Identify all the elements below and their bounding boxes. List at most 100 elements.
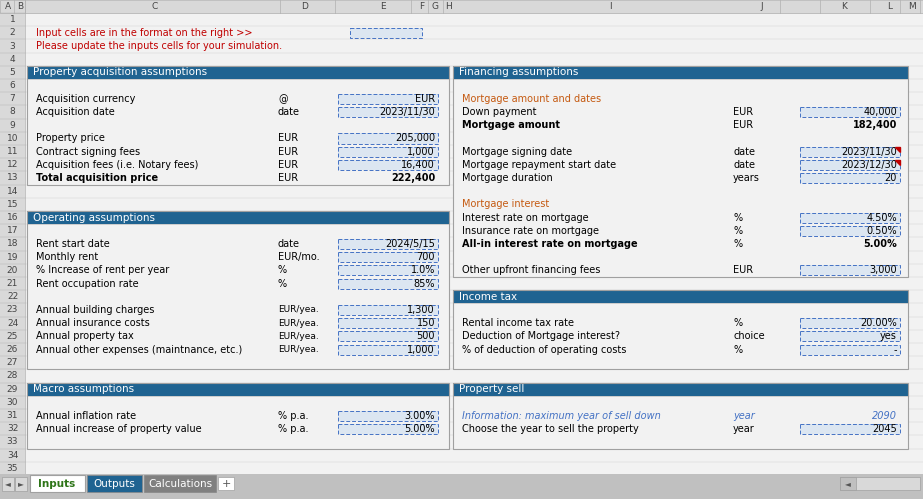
Text: Interest rate on mortgage: Interest rate on mortgage	[462, 213, 589, 223]
Bar	[338, 318, 438, 328]
Bar	[800, 160, 900, 170]
Text: EUR/yea.: EUR/yea.	[278, 345, 318, 354]
Bar	[453, 66, 908, 277]
Text: 1,300: 1,300	[407, 305, 435, 315]
Text: year: year	[733, 424, 755, 434]
Text: Rent occupation rate: Rent occupation rate	[36, 278, 138, 288]
Text: 7: 7	[9, 94, 16, 103]
Bar	[338, 265, 438, 275]
Text: Property price: Property price	[36, 133, 105, 143]
Bar	[800, 424, 900, 434]
Text: Acquisition currency: Acquisition currency	[36, 94, 136, 104]
Bar	[338, 107, 438, 117]
Text: EUR: EUR	[414, 94, 435, 104]
Text: B: B	[17, 2, 23, 11]
Bar	[800, 331, 900, 341]
Text: Property acquisition assumptions: Property acquisition assumptions	[33, 67, 207, 77]
Text: Inputs: Inputs	[39, 479, 76, 489]
Text: % Increase of rent per year: % Increase of rent per year	[36, 265, 169, 275]
Bar	[27, 211, 449, 224]
Text: 182,400: 182,400	[853, 120, 897, 130]
Text: %: %	[733, 239, 742, 249]
Bar	[144, 475, 216, 492]
Text: Mortgage amount: Mortgage amount	[462, 120, 560, 130]
Text: E: E	[380, 2, 386, 11]
Text: 6: 6	[9, 81, 16, 90]
Text: 11: 11	[6, 147, 18, 156]
Polygon shape	[895, 160, 900, 165]
Text: EUR: EUR	[278, 173, 298, 183]
Bar	[800, 147, 900, 157]
Text: EUR: EUR	[278, 133, 298, 143]
Bar	[453, 66, 908, 79]
Text: D: D	[302, 2, 308, 11]
Text: 14: 14	[6, 187, 18, 196]
Text: Annual building charges: Annual building charges	[36, 305, 154, 315]
Bar	[453, 290, 908, 303]
Text: 5: 5	[9, 68, 16, 77]
Bar	[453, 303, 908, 369]
Text: EUR/yea.: EUR/yea.	[278, 332, 318, 341]
Text: 24: 24	[6, 319, 18, 328]
Text: 20: 20	[884, 173, 897, 183]
Text: EUR: EUR	[278, 147, 298, 157]
Bar	[87, 475, 142, 492]
Bar	[338, 252, 438, 262]
Text: Mortgage duration: Mortgage duration	[462, 173, 553, 183]
Text: 17: 17	[6, 227, 18, 236]
Text: 222,400: 222,400	[390, 173, 435, 183]
Text: ◄: ◄	[5, 480, 11, 489]
Text: EUR: EUR	[733, 120, 753, 130]
Bar	[338, 265, 438, 275]
Bar	[800, 226, 900, 236]
Text: yes: yes	[881, 331, 897, 341]
Text: EUR/yea.: EUR/yea.	[278, 305, 318, 314]
Text: date: date	[733, 147, 755, 157]
Text: %: %	[733, 345, 742, 355]
Bar	[338, 239, 438, 249]
Bar	[338, 239, 438, 249]
Text: 4: 4	[9, 55, 16, 64]
Text: 30: 30	[6, 398, 18, 407]
Bar	[218, 477, 234, 490]
Bar	[800, 226, 900, 236]
Bar	[338, 278, 438, 289]
Bar	[800, 424, 900, 434]
Text: 85%: 85%	[414, 278, 435, 288]
Polygon shape	[895, 147, 900, 152]
Text: Acquisition date: Acquisition date	[36, 107, 114, 117]
Bar	[338, 318, 438, 328]
Text: % p.a.: % p.a.	[278, 411, 308, 421]
Text: Mortgage repayment start date: Mortgage repayment start date	[462, 160, 617, 170]
Text: years: years	[733, 173, 760, 183]
Text: 32: 32	[6, 424, 18, 433]
Bar	[800, 344, 900, 355]
Bar	[0, 0, 25, 499]
Bar	[800, 265, 900, 275]
Text: 2023/11/30: 2023/11/30	[841, 147, 897, 157]
Text: H: H	[446, 2, 452, 11]
Bar	[15, 477, 27, 491]
Text: EUR: EUR	[278, 160, 298, 170]
Text: Rental income tax rate: Rental income tax rate	[462, 318, 574, 328]
Bar	[800, 344, 900, 355]
Bar	[350, 28, 422, 38]
Text: 700: 700	[416, 252, 435, 262]
Text: 2045: 2045	[872, 424, 897, 434]
Text: Please update the inputs cells for your simulation.: Please update the inputs cells for your …	[36, 41, 282, 51]
Text: 3,000: 3,000	[869, 265, 897, 275]
Text: EUR: EUR	[733, 265, 753, 275]
Text: %: %	[733, 213, 742, 223]
Text: 500: 500	[416, 331, 435, 341]
Text: 19: 19	[6, 252, 18, 261]
Text: C: C	[152, 2, 158, 11]
Text: 31: 31	[6, 411, 18, 420]
Bar	[338, 411, 438, 421]
Text: % p.a.: % p.a.	[278, 424, 308, 434]
Text: Rent start date: Rent start date	[36, 239, 110, 249]
Bar	[27, 383, 449, 396]
Text: K: K	[841, 2, 847, 11]
Bar	[338, 94, 438, 104]
Bar	[338, 107, 438, 117]
Text: All-in interest rate on mortgage: All-in interest rate on mortgage	[462, 239, 638, 249]
